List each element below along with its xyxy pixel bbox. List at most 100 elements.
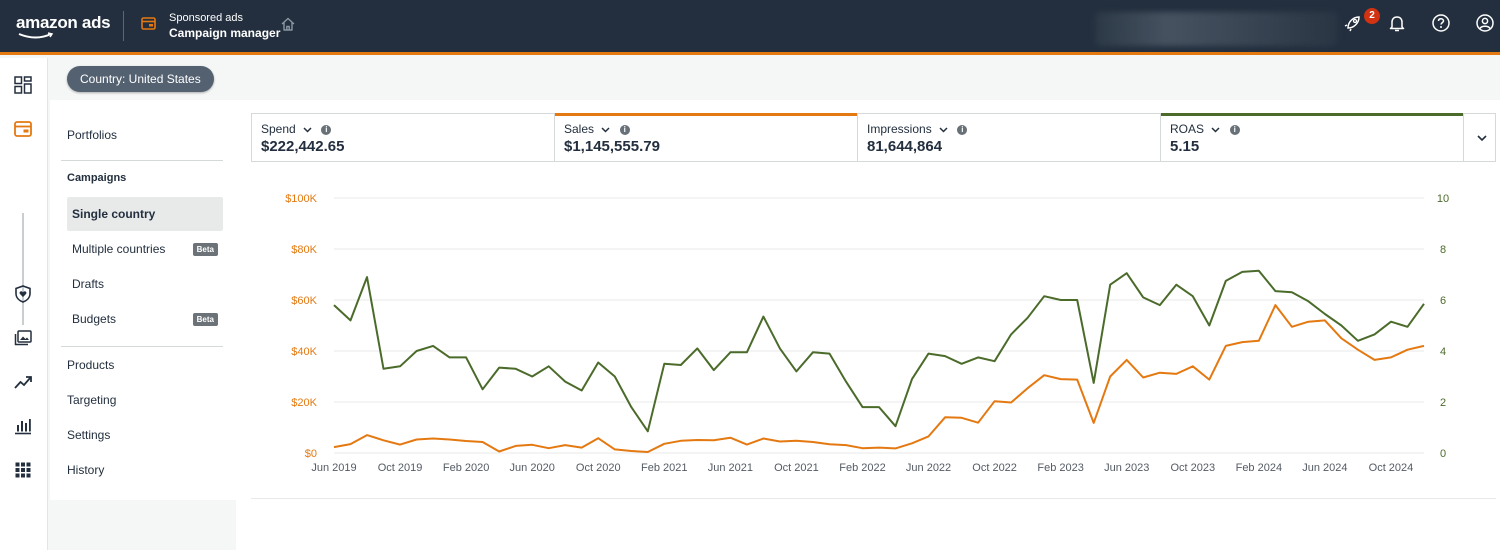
- sidebar-item-products[interactable]: Products: [67, 358, 115, 372]
- x-axis-tick-label: Jun 2022: [906, 462, 951, 474]
- sidebar-item-budgets[interactable]: Budgets Beta: [67, 302, 223, 336]
- amazon-ads-logo[interactable]: amazon ads: [16, 13, 111, 32]
- sidebar-item-single-country[interactable]: Single country: [67, 197, 223, 231]
- main-content-panel: Spend i $222,442.65 Sales i $1,145,555.7…: [236, 100, 1500, 550]
- info-icon[interactable]: i: [957, 124, 968, 135]
- sidebar-divider: [61, 346, 223, 347]
- x-axis-tick-label: Jun 2020: [510, 462, 555, 474]
- top-navigation-bar: amazon ads Sponsored ads Campaign manage…: [0, 0, 1500, 55]
- y-axis-left-tick-label: $0: [305, 448, 317, 460]
- country-filter-button[interactable]: Country: United States: [67, 66, 214, 92]
- performance-line-chart: $0 0 $20K 2 $40K 4 $60K 6 $80K 8 $100K 10 Jun 2019 Oc…: [285, 193, 1449, 474]
- metric-value: 81,644,864: [867, 138, 943, 155]
- header-divider: [123, 11, 124, 41]
- metric-accent-bar: [555, 113, 857, 116]
- x-axis-tick-label: Oct 2022: [972, 462, 1017, 474]
- reports-icon[interactable]: [13, 416, 33, 436]
- x-axis-tick-label: Feb 2020: [443, 462, 489, 474]
- x-axis-tick-label: Feb 2023: [1037, 462, 1083, 474]
- performance-chart: $0 0 $20K 2 $40K 4 $60K 6 $80K 8 $100K 10 Jun 2019 Oc…: [251, 175, 1461, 495]
- sidebar-item-settings[interactable]: Settings: [67, 428, 111, 442]
- sidebar-item-drafts[interactable]: Drafts: [67, 267, 223, 301]
- trend-analytics-icon[interactable]: [13, 372, 33, 392]
- metric-value: $222,442.65: [261, 138, 345, 155]
- x-axis-tick-label: Feb 2024: [1236, 462, 1282, 474]
- sidebar-item-label: Budgets: [72, 312, 117, 326]
- beta-badge: Beta: [192, 243, 218, 256]
- sidebar-item-targeting[interactable]: Targeting: [67, 393, 117, 407]
- sidebar-item-portfolios[interactable]: Portfolios: [67, 128, 118, 142]
- y-axis-right-tick-label: 2: [1440, 397, 1446, 409]
- y-axis-right-tick-label: 10: [1437, 193, 1449, 205]
- metric-tile-sales[interactable]: Sales i $1,145,555.79: [555, 113, 858, 162]
- sponsored-ads-icon: [141, 17, 156, 30]
- brand-protection-icon[interactable]: [13, 284, 33, 304]
- media-library-icon[interactable]: [13, 328, 33, 348]
- help-icon[interactable]: [1431, 13, 1451, 33]
- chevron-down-icon[interactable]: [303, 127, 312, 133]
- apps-grid-icon[interactable]: [13, 460, 33, 480]
- x-axis-tick-label: Jun 2019: [311, 462, 356, 474]
- y-axis-left-tick-label: $40K: [291, 346, 317, 358]
- x-axis-tick-label: Feb 2021: [641, 462, 687, 474]
- metric-label: Sales: [564, 122, 595, 136]
- y-axis-right-tick-label: 4: [1440, 346, 1446, 358]
- y-axis-left-tick-label: $20K: [291, 397, 317, 409]
- sidebar-item-label: Single country: [72, 207, 156, 221]
- roas-series-line: [333, 269, 1425, 433]
- y-axis-right-tick-label: 6: [1440, 295, 1446, 307]
- sidebar-item-label: Drafts: [72, 277, 105, 291]
- metric-tile-roas[interactable]: ROAS i 5.15: [1161, 113, 1464, 162]
- user-account-icon[interactable]: [1475, 13, 1495, 33]
- bell-icon[interactable]: [1387, 13, 1407, 33]
- chevron-down-icon[interactable]: [601, 127, 610, 133]
- sidebar-section-campaigns: Campaigns: [67, 172, 127, 184]
- rail-divider: [22, 213, 24, 325]
- rocket-icon[interactable]: [1343, 13, 1363, 33]
- account-selector[interactable]: [1095, 12, 1338, 46]
- info-icon[interactable]: i: [321, 124, 332, 135]
- expand-metrics-chevron-icon[interactable]: [1474, 130, 1490, 146]
- info-icon[interactable]: i: [1229, 124, 1240, 135]
- metric-value: 5.15: [1170, 138, 1200, 155]
- metric-accent-bar: [1161, 113, 1463, 116]
- metric-value: $1,145,555.79: [564, 138, 660, 155]
- x-axis-tick-label: Oct 2021: [774, 462, 819, 474]
- sales-series-line: [333, 304, 1425, 453]
- x-axis-tick-label: Jun 2021: [708, 462, 753, 474]
- y-axis-left-tick-label: $100K: [285, 193, 317, 205]
- chevron-down-icon[interactable]: [1211, 127, 1220, 133]
- chart-footer-area: [251, 498, 1496, 550]
- x-axis-tick-label: Oct 2023: [1170, 462, 1215, 474]
- campaign-manager-icon[interactable]: [13, 119, 33, 139]
- dashboard-icon[interactable]: [13, 75, 33, 95]
- sidebar-divider: [61, 160, 223, 161]
- product-subtitle[interactable]: Campaign manager: [169, 26, 281, 40]
- sidebar-navigation: Portfolios Campaigns Single country Mult…: [50, 100, 236, 500]
- home-icon[interactable]: [280, 16, 296, 32]
- sidebar-item-history[interactable]: History: [67, 463, 105, 477]
- sidebar-item-label: Multiple countries: [72, 242, 166, 256]
- metric-tile-spend[interactable]: Spend i $222,442.65: [252, 114, 555, 162]
- x-axis-tick-label: Jun 2023: [1104, 462, 1149, 474]
- x-axis-tick-label: Jun 2024: [1302, 462, 1347, 474]
- sidebar-item-multiple-countries[interactable]: Multiple countries Beta: [67, 232, 223, 266]
- y-axis-right-tick-label: 0: [1440, 448, 1446, 460]
- metric-tile-impressions[interactable]: Impressions i 81,644,864: [858, 114, 1161, 162]
- info-icon[interactable]: i: [619, 124, 630, 135]
- chevron-down-icon[interactable]: [939, 127, 948, 133]
- metrics-summary-bar: Spend i $222,442.65 Sales i $1,145,555.7…: [251, 113, 1496, 162]
- product-title: Sponsored ads: [169, 12, 243, 24]
- beta-badge: Beta: [192, 313, 218, 326]
- x-axis-tick-label: Oct 2020: [576, 462, 621, 474]
- metric-label: Spend: [261, 122, 296, 136]
- notification-count-badge: 2: [1364, 8, 1380, 24]
- x-axis-tick-label: Feb 2022: [839, 462, 885, 474]
- x-axis-tick-label: Oct 2019: [378, 462, 423, 474]
- metric-label: ROAS: [1170, 122, 1205, 136]
- metric-label: Impressions: [867, 122, 932, 136]
- y-axis-left-tick-label: $80K: [291, 244, 317, 256]
- left-icon-rail: [0, 58, 48, 550]
- logo-smile-icon: [18, 32, 54, 39]
- x-axis-tick-label: Oct 2024: [1369, 462, 1414, 474]
